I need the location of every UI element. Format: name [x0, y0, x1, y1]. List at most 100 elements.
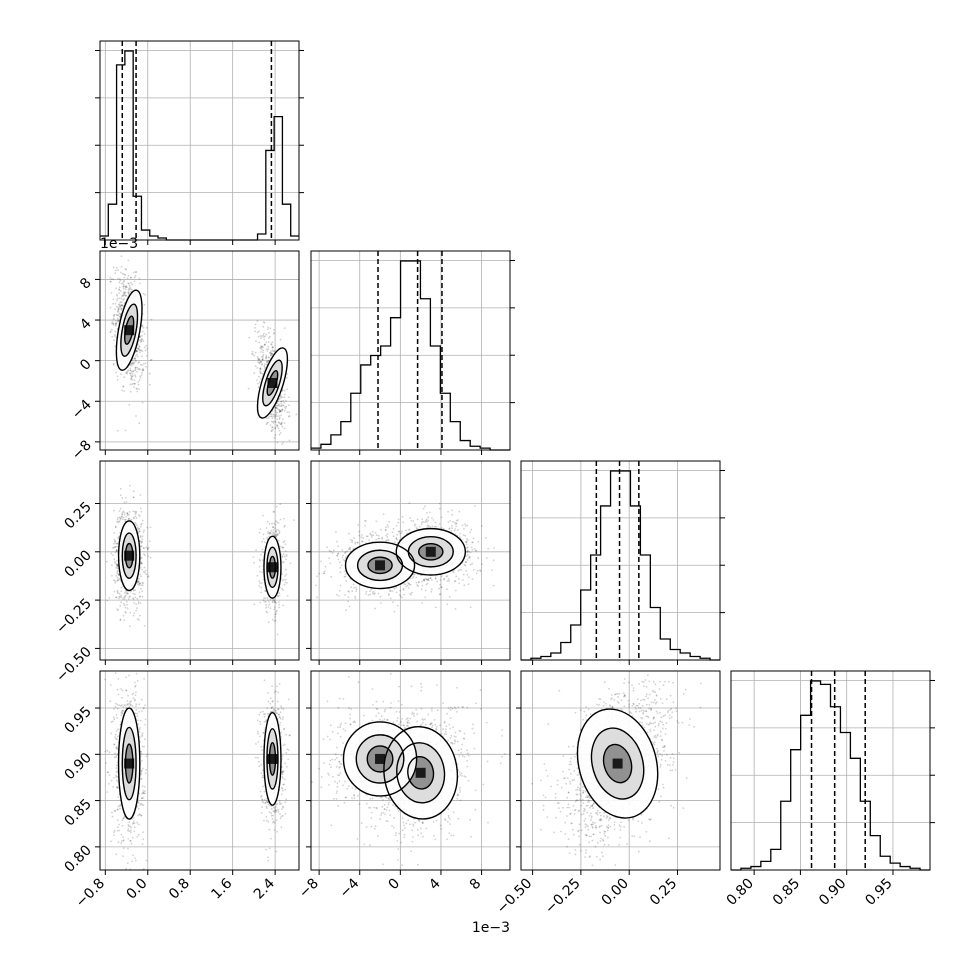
sample-point — [138, 656, 140, 658]
sample-point — [279, 410, 282, 412]
sample-point — [140, 797, 143, 800]
sample-point — [375, 520, 378, 523]
sample-point — [137, 601, 140, 603]
sample-point — [130, 842, 133, 845]
sample-point — [146, 347, 149, 350]
sample-point — [128, 705, 131, 708]
sample-point — [252, 556, 255, 558]
sample-point — [475, 572, 478, 575]
sample-point — [446, 588, 448, 591]
sample-point — [277, 427, 280, 430]
sample-point — [284, 543, 287, 546]
sample-point — [448, 528, 451, 530]
sample-point — [128, 286, 131, 289]
sample-point — [259, 347, 262, 349]
sample-point — [137, 528, 140, 530]
sample-point — [272, 526, 275, 529]
sample-point — [342, 559, 345, 561]
sample-point — [135, 522, 137, 525]
sample-point — [247, 387, 250, 390]
sample-point — [127, 290, 130, 292]
sample-point — [276, 533, 278, 536]
sample-point — [114, 324, 117, 327]
sample-point — [455, 519, 458, 522]
sample-point — [111, 815, 114, 818]
sample-point — [271, 415, 273, 418]
sample-point — [273, 534, 275, 537]
sample-point — [121, 712, 124, 714]
sample-point — [114, 322, 117, 325]
sample-point — [145, 344, 148, 347]
sample-point — [129, 611, 132, 614]
sample-point — [136, 390, 139, 393]
sample-point — [129, 369, 132, 372]
sample-point — [365, 593, 367, 595]
sample-point — [133, 517, 135, 520]
sample-point — [262, 351, 264, 354]
sample-point — [140, 562, 143, 565]
sample-point — [260, 346, 263, 349]
sample-point — [125, 371, 128, 374]
sample-point — [129, 291, 132, 293]
sample-point — [472, 537, 475, 540]
sample-point — [141, 581, 144, 584]
sample-point — [274, 434, 277, 437]
sample-point — [277, 451, 279, 453]
sample-point — [254, 323, 257, 326]
sample-point — [344, 551, 347, 554]
sample-point — [354, 595, 356, 598]
sample-point — [138, 367, 141, 370]
sample-point — [137, 833, 140, 836]
sample-point — [129, 703, 132, 706]
sample-point — [442, 528, 445, 530]
sample-point — [471, 578, 474, 580]
sample-point — [369, 593, 372, 596]
sample-point — [280, 396, 283, 399]
sample-point — [125, 611, 127, 614]
sample-point — [122, 285, 125, 288]
sample-point — [140, 814, 143, 817]
sample-point — [395, 586, 397, 589]
sample-point — [388, 521, 391, 523]
sample-point — [113, 315, 115, 318]
sample-point — [454, 589, 457, 592]
sample-point — [396, 538, 398, 541]
sample-point — [267, 599, 269, 601]
sample-point — [116, 375, 119, 378]
sample-point — [128, 871, 130, 873]
sample-point — [139, 335, 142, 338]
sample-point — [136, 526, 139, 529]
sample-point — [111, 336, 114, 338]
sample-point — [117, 841, 120, 844]
sample-point — [142, 368, 144, 371]
sample-point — [141, 519, 144, 522]
sample-point — [409, 577, 412, 580]
sample-point — [344, 594, 346, 596]
sample-point — [351, 541, 353, 544]
sample-point — [268, 356, 270, 359]
sample-point — [381, 536, 383, 539]
sample-point — [338, 561, 341, 564]
sample-point — [466, 550, 469, 553]
sample-point — [465, 555, 468, 557]
sample-point — [120, 840, 123, 843]
sample-point — [356, 541, 359, 544]
sample-point — [114, 333, 116, 336]
sample-point — [136, 597, 139, 600]
sample-point — [466, 551, 469, 554]
sample-point — [134, 274, 137, 277]
sample-point — [258, 358, 261, 361]
sample-point — [283, 422, 286, 424]
sample-point — [425, 518, 428, 520]
sample-point — [116, 819, 119, 821]
sample-point — [116, 569, 119, 572]
sample-point — [115, 779, 118, 782]
sample-point — [257, 358, 260, 361]
sample-point — [135, 350, 138, 352]
sample-point — [147, 555, 150, 557]
sample-point — [132, 496, 135, 499]
sample-point — [268, 532, 271, 534]
sample-point — [395, 537, 398, 539]
sample-point — [142, 547, 145, 549]
sample-point — [141, 595, 144, 598]
